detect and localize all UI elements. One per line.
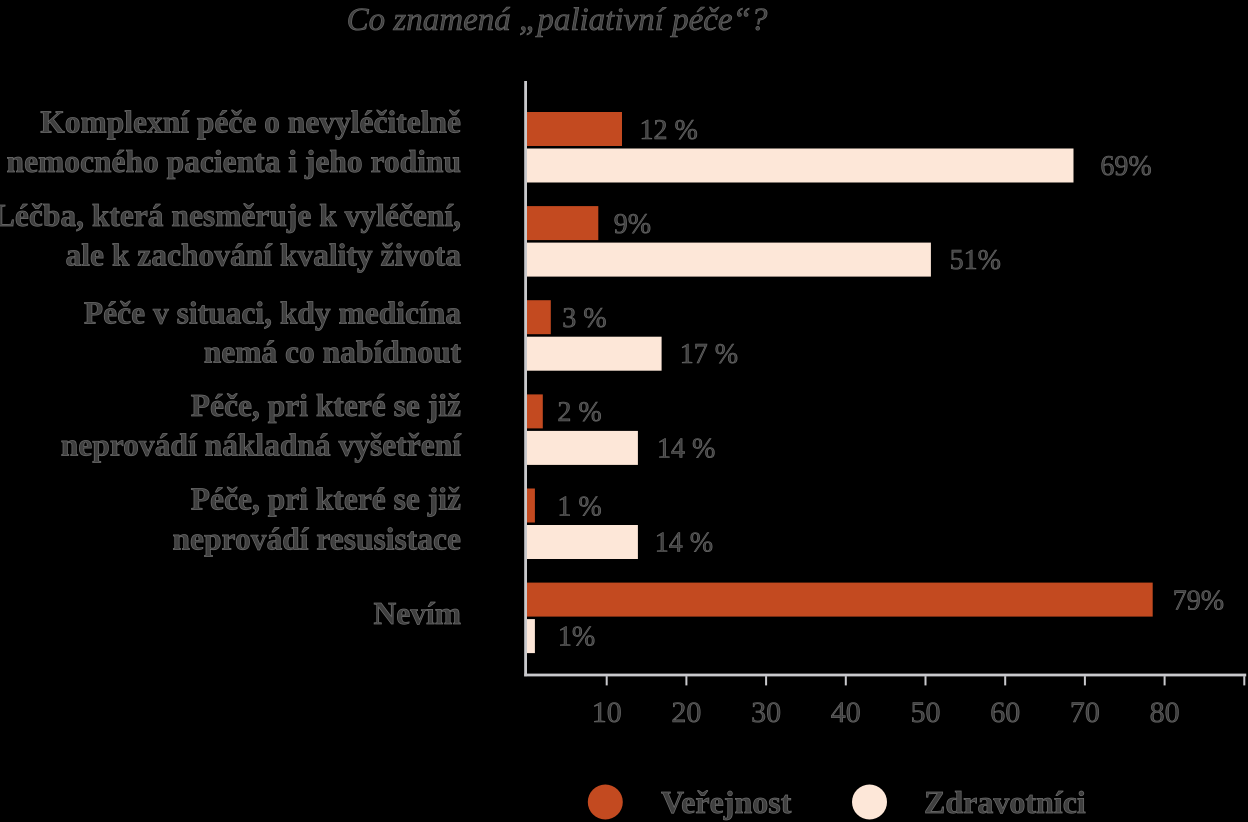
svg-text:30: 30	[751, 696, 781, 729]
svg-text:neprovádí nákladná vyšetření: neprovádí nákladná vyšetření	[61, 427, 462, 462]
svg-text:Péče, pri které se již: Péče, pri které se již	[191, 482, 461, 517]
svg-text:nemocného pacienta i jeho rodi: nemocného pacienta i jeho rodinu	[7, 144, 461, 179]
svg-text:Veřejnost: Veřejnost	[661, 784, 792, 820]
svg-text:14 %: 14 %	[655, 527, 713, 558]
svg-text:Co znamená „paliativní péče“?: Co znamená „paliativní péče“?	[347, 2, 768, 38]
svg-text:Komplexní péče o nevyléčitelně: Komplexní péče o nevyléčitelně	[40, 105, 461, 140]
svg-text:14 %: 14 %	[657, 433, 715, 464]
svg-text:20: 20	[671, 696, 701, 729]
svg-text:12 %: 12 %	[640, 115, 698, 146]
svg-text:9%: 9%	[614, 209, 651, 240]
svg-text:60: 60	[990, 696, 1020, 729]
svg-text:ale k zachování kvality života: ale k zachování kvality života	[66, 237, 462, 272]
svg-text:17 %: 17 %	[680, 339, 738, 370]
svg-text:1%: 1%	[558, 622, 595, 653]
svg-text:3 %: 3 %	[562, 303, 606, 334]
svg-text:10: 10	[592, 696, 622, 729]
svg-text:80: 80	[1150, 696, 1180, 729]
svg-text:79%: 79%	[1173, 585, 1224, 616]
svg-text:Péče, pri které se již: Péče, pri které se již	[191, 388, 461, 423]
svg-text:neprovádí resusistace: neprovádí resusistace	[173, 522, 461, 557]
svg-text:70: 70	[1070, 696, 1100, 729]
svg-text:Nevím: Nevím	[374, 596, 461, 631]
svg-text:40: 40	[831, 696, 861, 729]
svg-text:50: 50	[911, 696, 941, 729]
svg-text:51%: 51%	[950, 245, 1001, 276]
svg-text:nemá co nabídnout: nemá co nabídnout	[204, 335, 462, 370]
svg-text:Zdravotníci: Zdravotníci	[924, 784, 1086, 820]
svg-text:69%: 69%	[1100, 151, 1151, 182]
svg-text:2 %: 2 %	[557, 397, 601, 428]
svg-text:1 %: 1 %	[557, 491, 601, 522]
svg-text:Péče v situaci, kdy medicína: Péče v situaci, kdy medicína	[84, 296, 461, 331]
svg-text:Léčba, která nesměruje k vyléč: Léčba, která nesměruje k vyléčení,	[0, 198, 461, 233]
